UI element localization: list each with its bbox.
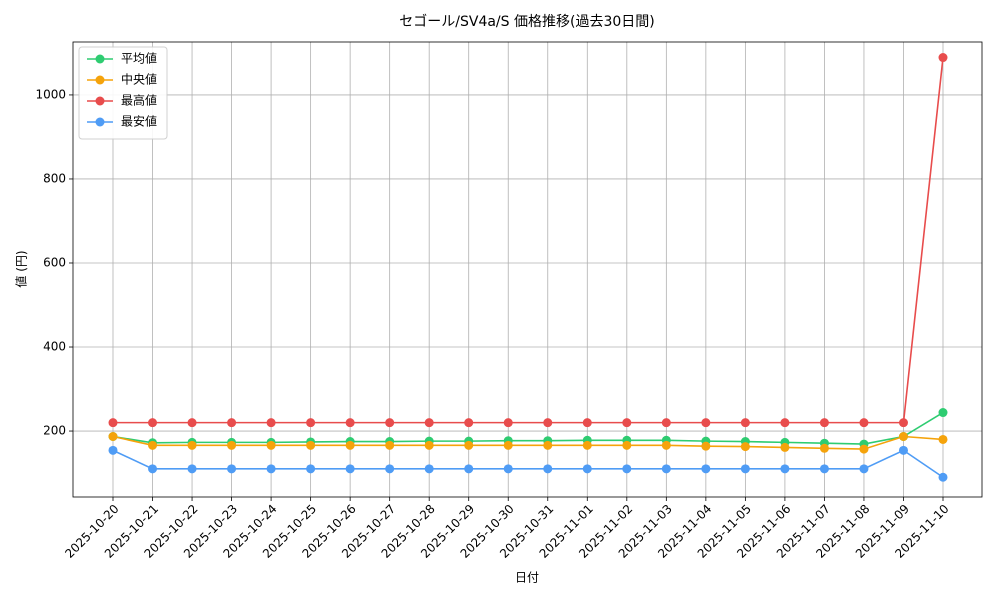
data-point (543, 464, 553, 474)
data-point (464, 440, 474, 450)
legend-label: 中央値 (121, 72, 157, 87)
legend-label: 最高値 (121, 93, 157, 108)
data-point (938, 434, 948, 444)
data-point (306, 440, 316, 450)
data-point (938, 408, 948, 418)
data-point (661, 464, 671, 474)
data-point (108, 418, 118, 428)
x-axis-label: 日付 (515, 571, 539, 585)
data-point (424, 440, 434, 450)
data-point (661, 440, 671, 450)
data-point (582, 440, 592, 450)
data-point (780, 442, 790, 452)
data-point (108, 445, 118, 455)
plot-frame (72, 41, 983, 498)
data-point (938, 53, 948, 63)
data-point (187, 418, 197, 428)
legend-label: 平均値 (121, 51, 157, 66)
data-point (385, 418, 395, 428)
data-point (464, 418, 474, 428)
data-point (385, 464, 395, 474)
y-tick-label: 200 (43, 424, 66, 438)
data-point (701, 441, 711, 451)
data-point (898, 418, 908, 428)
data-point (345, 418, 355, 428)
data-point (148, 440, 158, 450)
legend-label: 最安値 (121, 114, 157, 129)
data-point (345, 440, 355, 450)
data-point (898, 432, 908, 442)
series-line (112, 449, 944, 478)
data-point (503, 440, 513, 450)
data-point (543, 418, 553, 428)
data-point (661, 418, 671, 428)
series-line (113, 57, 944, 424)
data-point (543, 440, 553, 450)
data-point (740, 442, 750, 452)
data-point (819, 443, 829, 453)
data-point (424, 464, 434, 474)
data-point (187, 440, 197, 450)
data-point (227, 418, 237, 428)
data-point (819, 418, 829, 428)
legend-marker (95, 117, 105, 127)
data-point (701, 464, 711, 474)
y-tick-label: 400 (43, 340, 66, 354)
data-point (108, 432, 118, 442)
data-point (622, 440, 632, 450)
data-point (701, 418, 711, 428)
data-point (148, 464, 158, 474)
data-point (503, 418, 513, 428)
data-point (780, 418, 790, 428)
data-point (306, 418, 316, 428)
series-line (112, 435, 944, 450)
data-point (898, 445, 908, 455)
legend-marker (95, 75, 105, 85)
data-point (819, 464, 829, 474)
data-point (148, 418, 158, 428)
data-point (266, 440, 276, 450)
data-point (780, 464, 790, 474)
data-point (385, 440, 395, 450)
data-point (227, 440, 237, 450)
data-point (345, 464, 355, 474)
data-point (859, 444, 869, 454)
legend-box (78, 46, 168, 140)
data-point (266, 464, 276, 474)
data-point (503, 464, 513, 474)
data-point (424, 418, 434, 428)
series-line (112, 411, 944, 445)
y-tick-label: 1000 (35, 87, 66, 101)
data-point (740, 418, 750, 428)
data-point (187, 464, 197, 474)
y-axis-label: 値 (円) (14, 250, 29, 287)
data-point (938, 472, 948, 482)
data-point (227, 464, 237, 474)
data-point (582, 418, 592, 428)
data-point (306, 464, 316, 474)
legend-marker (95, 54, 105, 64)
data-point (464, 464, 474, 474)
legend-marker (95, 96, 105, 106)
data-point (859, 418, 869, 428)
data-point (266, 418, 276, 428)
data-point (740, 464, 750, 474)
data-point (582, 464, 592, 474)
chart-title: セゴール/SV4a/S 価格推移(過去30日間) (399, 13, 654, 30)
data-point (622, 464, 632, 474)
data-point (859, 464, 869, 474)
y-tick-label: 800 (43, 171, 66, 185)
y-tick-label: 600 (43, 255, 66, 269)
data-point (622, 418, 632, 428)
